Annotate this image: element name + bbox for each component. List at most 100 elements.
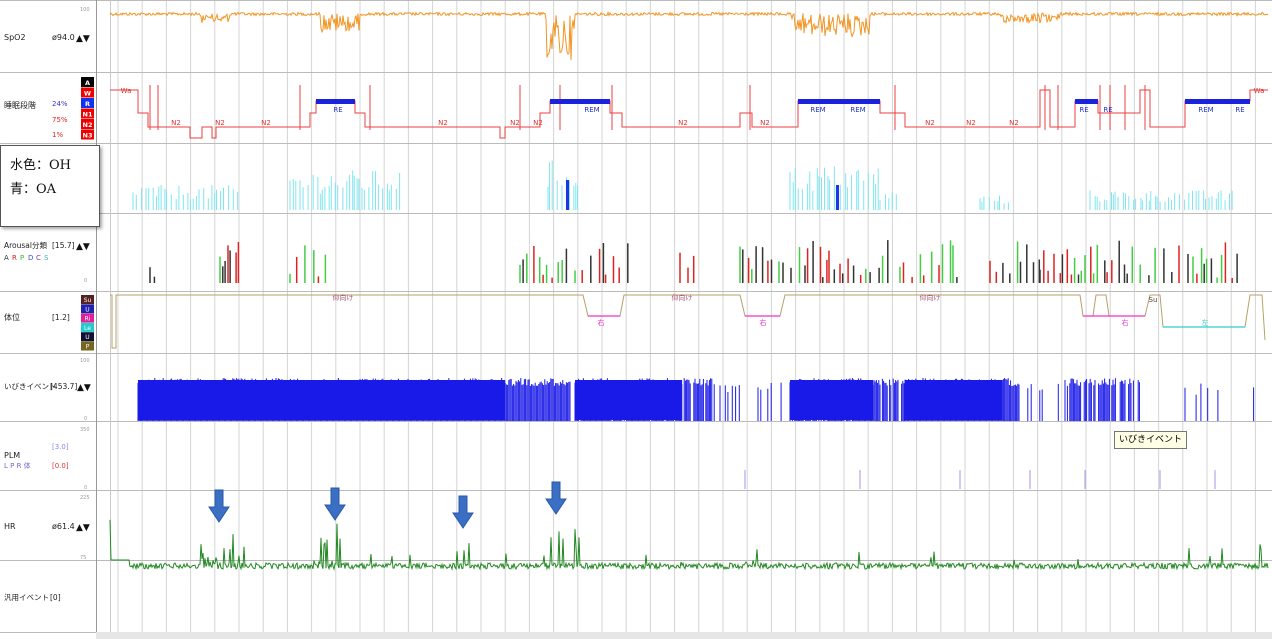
scale-arrows[interactable]: ▲▼ — [76, 34, 90, 44]
position-label: 右 — [598, 318, 605, 327]
stage-label: N2 — [1009, 119, 1019, 127]
stage-label: N2 — [510, 119, 520, 127]
stage-labels: Wa N2 N2 N2 RE N2 N2 N2 REM N2 N2 REM REM N2 N2 N2 RE RE R… — [121, 87, 1265, 127]
stage-label: N2 — [171, 119, 181, 127]
arousal-code: R — [12, 254, 17, 262]
stage-label: REM — [1198, 106, 1213, 114]
position-code-label: U — [85, 306, 89, 313]
arousal-code: D — [28, 254, 33, 262]
position-label: 仰向け — [672, 293, 693, 302]
oa-event-bar — [566, 180, 569, 210]
stage-code-badge — [81, 119, 94, 129]
down-arrow-icon — [324, 487, 346, 521]
legend-box: 水色：OH 青：OA — [0, 145, 100, 227]
scale-column — [96, 0, 110, 639]
stage-label: Wa — [121, 87, 132, 95]
channel-general: 汎用イベント [0] — [4, 593, 61, 602]
stage-code-label: N2 — [83, 121, 93, 129]
channel-name: PLM — [4, 451, 20, 460]
rem-bar — [1075, 99, 1098, 104]
channel-value: ø61.4 — [52, 522, 75, 531]
rem-bar — [798, 99, 880, 104]
stage-pct-3: 1% — [52, 131, 63, 139]
position-trace — [110, 294, 1266, 349]
position-code-label: U — [85, 334, 89, 341]
stage-label: REM — [810, 106, 825, 114]
stage-label: N2 — [438, 119, 448, 127]
position-label: 仰向け — [333, 293, 354, 302]
stage-code-list: AWR N1 N2 N3 — [81, 77, 94, 140]
legend-oh: 水色：OH — [10, 158, 71, 173]
position-label: 仰向け — [920, 293, 941, 302]
stage-label: N2 — [678, 119, 688, 127]
position-code-label: Su — [84, 297, 92, 304]
traces — [109, 10, 1269, 571]
stage-pct-2: 75% — [52, 116, 68, 124]
stage-label: REM — [584, 106, 599, 114]
channel-hr: HR ø61.4 ▲▼ 225 75 — [4, 495, 90, 561]
position-label: Su — [1149, 296, 1158, 304]
scale-top: 100 — [80, 7, 90, 13]
plm-value-2: [0.0] — [52, 462, 69, 470]
stage-code-badge — [81, 87, 94, 98]
scale-top: 225 — [80, 495, 90, 501]
stage-label: REM — [850, 106, 865, 114]
scale-arrows[interactable]: ▲▼ — [76, 523, 90, 533]
position-code-badge — [81, 295, 94, 304]
stage-code-label: N1 — [83, 111, 93, 119]
timeline-scrollbar[interactable] — [96, 632, 1272, 639]
scale-bottom: 75 — [80, 555, 86, 561]
channel-name: HR — [4, 522, 16, 531]
channel-name: いびきイベント — [4, 382, 57, 391]
stage-label: N2 — [760, 119, 770, 127]
channel-plm: PLM L P R 体 [3.0] [0.0] 350 0 — [4, 427, 90, 491]
scale-bottom: 0 — [84, 278, 87, 284]
plm-value-1: [3.0] — [52, 443, 69, 451]
hr-trace — [109, 519, 1269, 571]
scale-top: 350 — [80, 427, 90, 433]
stage-label: RE — [1103, 106, 1112, 114]
down-arrow-icon — [545, 481, 567, 515]
channel-name: 睡眠段階 — [4, 100, 36, 110]
stage-label: Wa — [1254, 87, 1265, 95]
arousal-code: P — [20, 254, 24, 262]
position-code-badge — [81, 313, 94, 323]
position-code-badge — [81, 332, 94, 342]
channel-name: 体位 — [4, 312, 20, 322]
channel-value: [1.2] — [52, 313, 70, 322]
stage-label: N2 — [966, 119, 976, 127]
snore-event-tooltip: いびきイベント — [1114, 431, 1188, 449]
stage-label: N2 — [215, 119, 225, 127]
down-arrow-icon — [208, 489, 230, 523]
spo2-trace — [109, 10, 1268, 61]
stage-code-badge — [81, 108, 94, 119]
legend-oa: 青：OA — [10, 182, 57, 197]
channel-value: ø94.0 — [52, 33, 75, 42]
channel-stage: 睡眠段階 24% 75% 1% AWR N1 N2 N3 — [4, 77, 94, 140]
rem-bar — [1185, 99, 1250, 104]
arousal-code: S — [44, 254, 49, 262]
channel-name: Arousal分類 — [4, 240, 47, 250]
position-code-label: P — [86, 344, 90, 351]
position-code-badge — [81, 322, 94, 332]
stage-code-label: A — [85, 79, 90, 87]
stage-pct-1: 24% — [52, 100, 68, 108]
stage-code-badge — [81, 129, 94, 140]
channel-spo2: SpO2 ø94.0 ▲▼ 100 — [4, 7, 90, 44]
position-label: 左 — [1202, 318, 1209, 327]
channel-snore: いびきイベント [453.7] ▲▼ 100 0 — [4, 358, 91, 422]
label-column — [0, 0, 96, 639]
channel-name: SpO2 — [4, 33, 26, 42]
stage-code-label: W — [84, 90, 91, 98]
position-label: 右 — [760, 318, 767, 327]
plm-sub: L P R 体 — [4, 461, 31, 470]
channel-name: 汎用イベント — [4, 593, 49, 602]
channel-value: [0] — [50, 593, 61, 602]
stage-label: N2 — [261, 119, 271, 127]
scale-arrows[interactable]: ▲▼ — [76, 242, 90, 252]
scale-arrows[interactable]: ▲▼ — [77, 383, 91, 393]
arousal-code: C — [36, 254, 41, 262]
